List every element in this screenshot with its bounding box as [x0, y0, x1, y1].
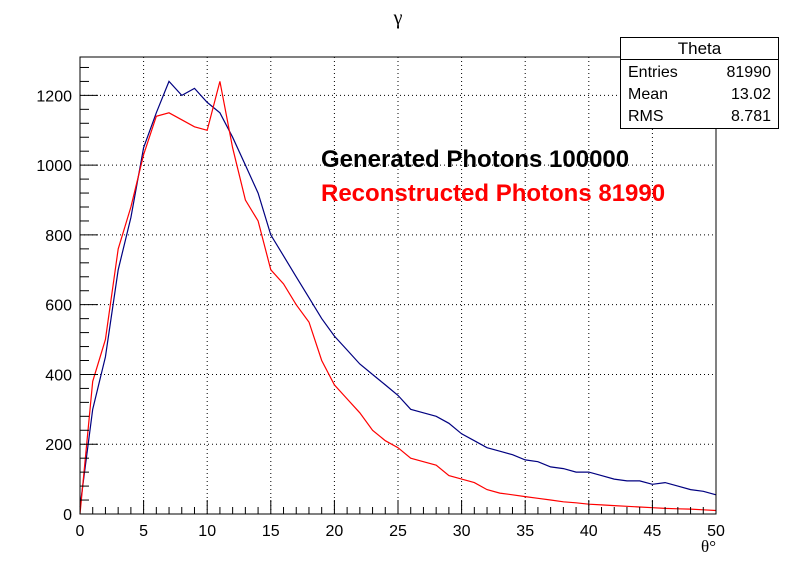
y-tick-label: 1200 — [36, 88, 72, 105]
x-tick-label: 20 — [326, 523, 344, 540]
stats-row-entries: Entries 81990 — [628, 62, 771, 84]
series-group — [79, 80, 717, 515]
x-tick-label: 40 — [580, 523, 598, 540]
x-tick-label: 5 — [139, 523, 148, 540]
stats-box: Theta Entries 81990 Mean 13.02 RMS 8.781 — [620, 37, 779, 129]
y-tick-label: 200 — [45, 437, 72, 454]
series-line-1 — [79, 81, 717, 515]
stats-key: RMS — [628, 108, 664, 125]
stats-row-mean: Mean 13.02 — [628, 84, 771, 106]
x-tick-label: 10 — [198, 523, 216, 540]
x-tick-label: 30 — [453, 523, 471, 540]
annotation-reconstructed: Reconstructed Photons 81990 — [321, 180, 665, 207]
x-tick-label: 15 — [262, 523, 280, 540]
x-tick-label: 45 — [644, 523, 662, 540]
x-tick-label: 25 — [389, 523, 407, 540]
y-tick-label: 1000 — [36, 158, 72, 175]
stats-value: 8.781 — [730, 108, 771, 125]
series-line-0 — [79, 80, 717, 508]
x-axis-label: θ° — [701, 537, 716, 556]
chart-title: γ — [393, 7, 403, 29]
y-tick-label: 800 — [45, 228, 72, 245]
x-tick-label: 0 — [76, 523, 85, 540]
stats-key: Mean — [628, 86, 669, 103]
y-axis: 0 200 400 600 800 1000 1200 — [36, 66, 98, 524]
annotation-generated: Generated Photons 100000 — [321, 146, 629, 173]
stats-title: Theta — [621, 38, 778, 60]
stats-key: Entries — [628, 64, 678, 81]
grid — [80, 57, 716, 514]
stats-value: 13.02 — [730, 86, 771, 103]
x-axis: 0 5 10 15 20 25 30 35 40 45 50 — [76, 500, 725, 540]
stats-value: 81990 — [726, 64, 772, 81]
x-tick-label: 35 — [516, 523, 534, 540]
stats-row-rms: RMS 8.781 — [628, 106, 771, 128]
y-tick-label: 0 — [63, 507, 72, 524]
x-tick-label: 50 — [707, 523, 725, 540]
y-tick-label: 400 — [45, 367, 72, 384]
y-tick-label: 600 — [45, 298, 72, 315]
